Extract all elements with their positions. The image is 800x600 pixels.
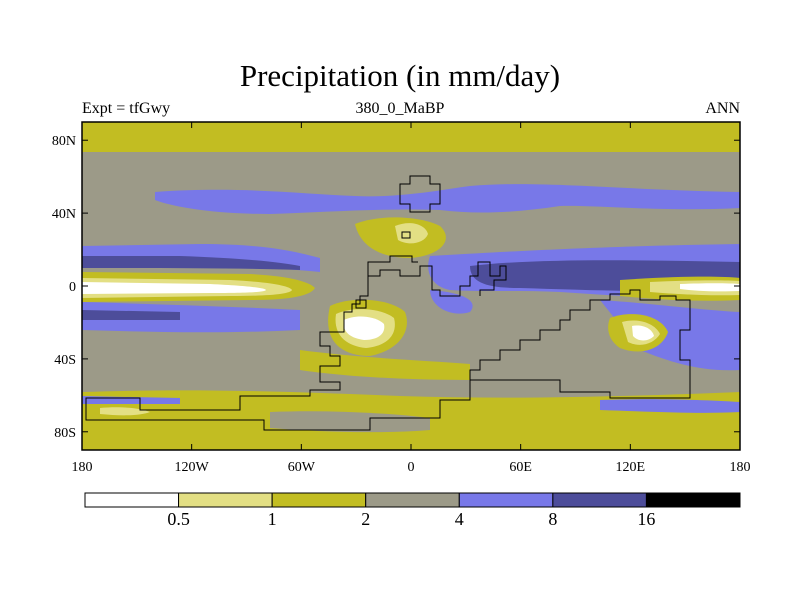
lon-tick-label: 60W	[288, 460, 316, 475]
colorbar-swatch	[458, 492, 554, 508]
field-itcz-east-core	[82, 282, 266, 294]
season-label: ANN	[705, 100, 740, 117]
field-band-north-pacific-deep	[82, 256, 300, 270]
time-period-label: 380_0_MaBP	[355, 100, 445, 117]
lat-tick-label: 80N	[52, 134, 76, 149]
field-east-driest	[632, 325, 654, 341]
lon-tick-label: 60E	[509, 460, 532, 475]
colorbar-swatch	[365, 492, 460, 508]
colorbar-level-label: 8	[548, 509, 557, 529]
lon-tick-label: 120E	[616, 460, 646, 475]
coastline-layer	[85, 175, 691, 431]
colorbar-level-label: 4	[455, 509, 464, 529]
africa-north-outline	[367, 255, 418, 276]
field-south-pacific-deep	[82, 310, 180, 320]
northern-landmass-outline	[399, 175, 441, 213]
lat-tick-label: 40S	[54, 353, 76, 368]
lon-tick-label: 180	[72, 460, 93, 475]
small-island-outline	[355, 299, 367, 309]
field-antarctic-blue-east	[600, 399, 740, 413]
colorbar-level-label: 1	[268, 509, 277, 529]
colorbar-swatch	[178, 492, 273, 508]
southern-continent-outline	[85, 276, 691, 431]
colorbar: 0.5 1 2 4 8 16	[84, 492, 741, 529]
plot-title: Precipitation (in mm/day)	[239, 58, 561, 93]
lat-tick-label: 80S	[54, 426, 76, 441]
lon-tick-label: 0	[408, 460, 415, 475]
lat-tick-label: 0	[69, 280, 76, 295]
field-antarctic-gray	[270, 411, 430, 433]
field-itcz-west-core	[680, 283, 740, 292]
colorbar-level-label: 16	[637, 509, 655, 529]
colorbar-level-label: 2	[361, 509, 370, 529]
field-south-pacific-band	[82, 302, 300, 333]
lon-tick-label: 180	[730, 460, 751, 475]
latitude-axis: 80N 40N 0 40S 80S	[52, 134, 740, 441]
colorbar-swatch	[271, 492, 367, 508]
colorbar-swatch	[552, 492, 647, 508]
lat-tick-label: 40N	[52, 207, 76, 222]
colorbar-swatch	[645, 492, 741, 508]
field-south-subtropics	[300, 350, 470, 380]
field-south-driest	[343, 316, 385, 340]
field-band-north-storm	[155, 184, 740, 214]
lon-tick-label: 120W	[175, 460, 210, 475]
colorbar-level-label: 0.5	[167, 509, 190, 529]
longitude-axis: 180 120W 60W 0 60E 120E 180	[72, 122, 751, 475]
sahara-island-outline	[401, 231, 411, 239]
northern-continent-outline	[368, 261, 507, 297]
colorbar-swatch	[84, 492, 180, 508]
field-antarctic-pale	[100, 407, 150, 416]
map-fill-layer	[82, 122, 740, 450]
experiment-label: Expt = tfGwy	[82, 100, 171, 117]
